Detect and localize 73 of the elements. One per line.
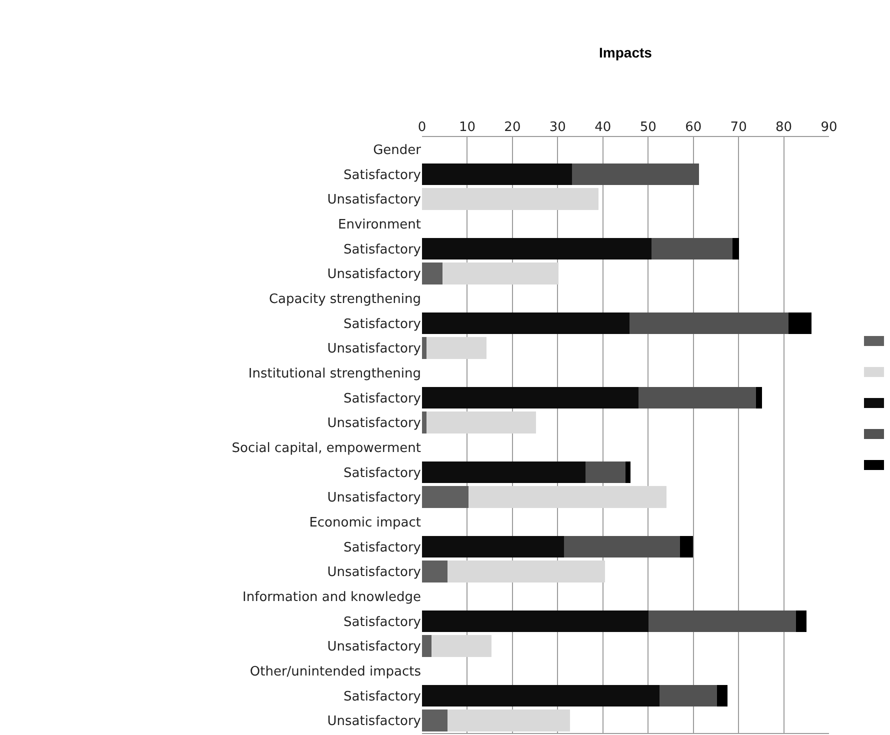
y-tick-label: Satisfactory (344, 689, 422, 704)
y-tick-label: Satisfactory (344, 391, 422, 406)
x-tick-label: 50 (640, 120, 656, 135)
bar (732, 238, 740, 260)
bar (422, 560, 448, 583)
bar (422, 312, 630, 334)
x-tick-label: 90 (820, 120, 838, 135)
y-tick-label: Capacity strengthening (268, 292, 421, 307)
y-tick-label: Economic impact (309, 515, 421, 530)
bar (680, 536, 693, 558)
x-tick-label: 30 (549, 120, 566, 135)
bar (442, 262, 559, 285)
bar (426, 412, 536, 434)
y-tick-label: Satisfactory (344, 168, 422, 183)
y-tick-label: Unsatisfactory (327, 416, 422, 432)
bar (796, 610, 806, 632)
y-tick-label: Environment (338, 217, 421, 232)
bar (422, 710, 448, 732)
bar (788, 312, 812, 334)
bar (432, 635, 492, 658)
y-tick-label: Information and knowledge (242, 590, 421, 605)
x-tick-label: 10 (458, 120, 476, 135)
bar (630, 312, 788, 334)
bar (564, 536, 680, 558)
x-tick-label: 80 (776, 120, 792, 135)
bar (422, 412, 427, 434)
bar (422, 684, 660, 707)
y-tick-label: Social capital, empowerment (232, 440, 421, 456)
bar (716, 684, 728, 707)
x-tick-label: 60 (685, 120, 702, 135)
bar (651, 238, 733, 260)
bar (447, 560, 606, 583)
bar (422, 386, 639, 409)
y-tick-label: Satisfactory (344, 466, 422, 481)
y-tick-label: Unsatisfactory (327, 714, 422, 730)
y-tick-label: Institutional strengthening (248, 366, 421, 382)
bar (422, 486, 469, 508)
bar (422, 536, 564, 558)
y-tick-label: Gender (373, 142, 422, 158)
bar (585, 461, 626, 484)
bar (756, 386, 762, 409)
bar (422, 610, 649, 632)
y-tick-label: Unsatisfactory (327, 490, 422, 506)
bar (422, 461, 586, 484)
y-tick-label: Unsatisfactory (327, 640, 422, 655)
bar (468, 486, 667, 508)
chart-title: Impacts (599, 44, 652, 61)
y-tick-label: Unsatisfactory (327, 192, 422, 208)
x-tick-label: 0 (418, 120, 426, 135)
y-tick-label: Satisfactory (344, 316, 422, 332)
x-tick-label: 70 (730, 120, 747, 135)
bar (422, 262, 442, 285)
y-tick-label: Satisfactory (344, 242, 422, 258)
bar (422, 238, 652, 260)
y-tick-label: Other/unintended impacts (250, 664, 422, 680)
bar (422, 635, 432, 658)
bar (426, 337, 487, 360)
bar (447, 710, 570, 732)
x-tick-label: 40 (594, 120, 612, 135)
x-tick-label: 20 (504, 120, 521, 135)
y-tick-label: Satisfactory (344, 540, 422, 556)
bar (572, 163, 699, 186)
bar (422, 188, 598, 210)
bar (422, 163, 572, 186)
y-tick-label: Satisfactory (344, 614, 422, 630)
bar (659, 684, 717, 707)
bar (422, 337, 427, 360)
y-tick-label: Unsatisfactory (327, 565, 422, 580)
y-tick-label: Unsatisfactory (327, 267, 422, 282)
bar (638, 386, 756, 409)
y-tick-label: Unsatisfactory (327, 342, 422, 357)
bar (626, 461, 630, 484)
bar (648, 610, 796, 632)
